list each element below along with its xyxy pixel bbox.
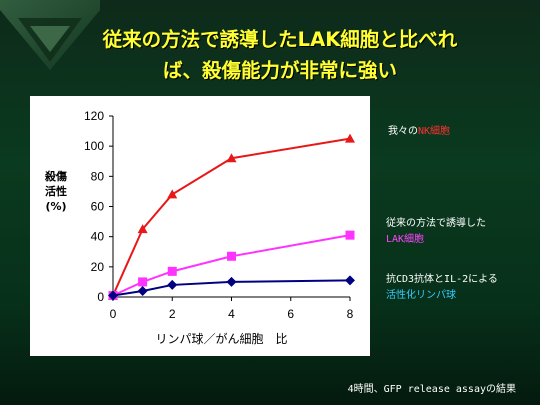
y-tick-label: 80 xyxy=(91,169,105,183)
legend-lak-highlight: LAK細胞 xyxy=(386,234,425,245)
legend-lak-line1: 従来の方法で誘導した xyxy=(386,218,486,229)
legend-cd3-line1: 抗CD3抗体とIL-2による xyxy=(386,274,498,285)
y-tick-label: 20 xyxy=(91,260,105,274)
data-point-diamond xyxy=(345,275,355,286)
data-point-diamond xyxy=(226,276,237,287)
y-tick-label: 100 xyxy=(84,139,104,153)
x-tick-label: 6 xyxy=(287,307,294,321)
x-tick-label: 0 xyxy=(110,307,117,321)
x-tick-label: 4 xyxy=(228,307,235,321)
slide-title: 従来の方法で誘導したLAK細胞と比べれ ば、殺傷能力が非常に強い xyxy=(40,24,520,86)
x-tick-label: 2 xyxy=(169,307,176,321)
legend-cd3: 抗CD3抗体とIL-2による 活性化リンパ球 xyxy=(386,272,498,304)
chart-panel: 0 20 40 60 80 100 120 0 2 4 6 8 リンパ球／がん細胞 比 殺傷 活性 (%) xyxy=(30,96,370,356)
data-point-triangle xyxy=(345,133,355,143)
y-tick-label: 40 xyxy=(91,230,105,244)
footnote: 4時間、GFP release assayの結果 xyxy=(347,384,516,395)
data-point-square xyxy=(345,230,355,240)
data-point-triangle xyxy=(137,224,148,234)
x-axis-label: リンパ球／がん細胞 比 xyxy=(155,331,287,346)
data-point-triangle xyxy=(167,189,178,199)
y-axis-label: (%) xyxy=(45,200,66,213)
y-tick-label: 60 xyxy=(91,200,105,214)
y-tick-label: 0 xyxy=(97,290,104,304)
legend-nk-prefix: 我々の xyxy=(388,126,418,137)
legend-nk-highlight: NK細胞 xyxy=(418,126,451,137)
data-point-square xyxy=(138,277,148,287)
data-point-triangle xyxy=(226,153,237,163)
data-point-square xyxy=(227,251,236,261)
legend-nk: 我々のNK細胞 xyxy=(388,124,450,140)
legend-cd3-highlight: 活性化リンパ球 xyxy=(386,290,456,301)
decorative-logo-icon xyxy=(0,0,100,70)
data-point-square xyxy=(167,266,177,276)
legend-lak: 従来の方法で誘導した LAK細胞 xyxy=(386,216,486,248)
data-point-diamond xyxy=(137,285,148,296)
title-line-1: 従来の方法で誘導したLAK細胞と比べれ xyxy=(102,28,458,51)
y-tick-label: 120 xyxy=(84,109,104,123)
data-point-diamond xyxy=(167,279,178,290)
data-point-diamond xyxy=(108,290,118,301)
y-axis-label: 活性 xyxy=(45,184,67,198)
y-axis-label: 殺傷 xyxy=(44,169,67,183)
title-line-2: ば、殺傷能力が非常に強い xyxy=(162,59,397,82)
x-tick-label: 8 xyxy=(347,307,354,321)
